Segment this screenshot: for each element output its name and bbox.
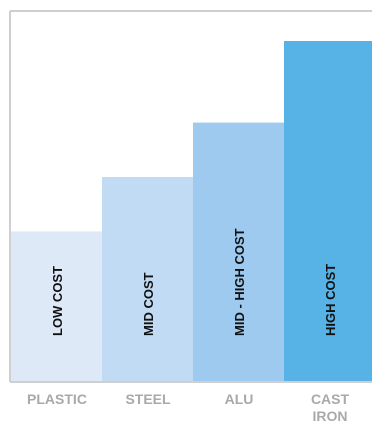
x-tick-label-0: PLASTIC bbox=[27, 391, 87, 407]
bar-3 bbox=[284, 41, 372, 381]
x-tick-label-1: STEEL bbox=[125, 391, 171, 407]
bar-data-label-2: MID - HIGH COST bbox=[232, 228, 247, 336]
x-tick-label-line: CAST bbox=[311, 391, 350, 407]
bar-1 bbox=[102, 177, 194, 381]
bar-data-label-0: LOW COST bbox=[50, 266, 65, 336]
bars-group bbox=[11, 41, 372, 381]
x-tick-label-line: IRON bbox=[313, 408, 348, 424]
x-tick-labels-group: PLASTIC STEEL ALU CAST IRON bbox=[27, 391, 349, 424]
x-tick-label-line: PLASTIC bbox=[27, 391, 87, 407]
x-tick-label-3: CAST IRON bbox=[311, 391, 350, 424]
x-tick-label-line: STEEL bbox=[125, 391, 171, 407]
bar-data-label-3: HIGH COST bbox=[323, 264, 338, 336]
chart-frame bbox=[9, 10, 372, 383]
x-tick-label-2: ALU bbox=[225, 391, 254, 407]
data-labels-group: LOW COST MID COST MID - HIGH COST HIGH COST bbox=[50, 228, 338, 336]
bar-data-label-1: MID COST bbox=[141, 272, 156, 336]
x-tick-label-line: ALU bbox=[225, 391, 254, 407]
bar-0 bbox=[11, 231, 103, 381]
bar-2 bbox=[193, 122, 285, 381]
